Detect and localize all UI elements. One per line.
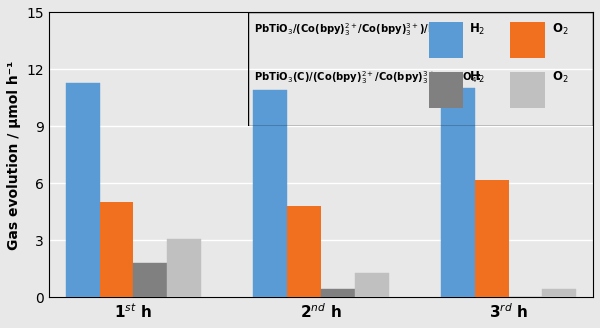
Bar — [355, 273, 389, 297]
Bar — [321, 289, 355, 297]
Bar — [475, 180, 509, 297]
Bar — [133, 263, 167, 297]
Y-axis label: Gas evolution / μmol h⁻¹: Gas evolution / μmol h⁻¹ — [7, 60, 21, 250]
Bar — [100, 202, 133, 297]
Bar — [542, 289, 576, 297]
Bar — [253, 90, 287, 297]
Bar — [66, 83, 100, 297]
Bar — [441, 89, 475, 297]
Bar — [287, 206, 321, 297]
Bar — [167, 238, 201, 297]
